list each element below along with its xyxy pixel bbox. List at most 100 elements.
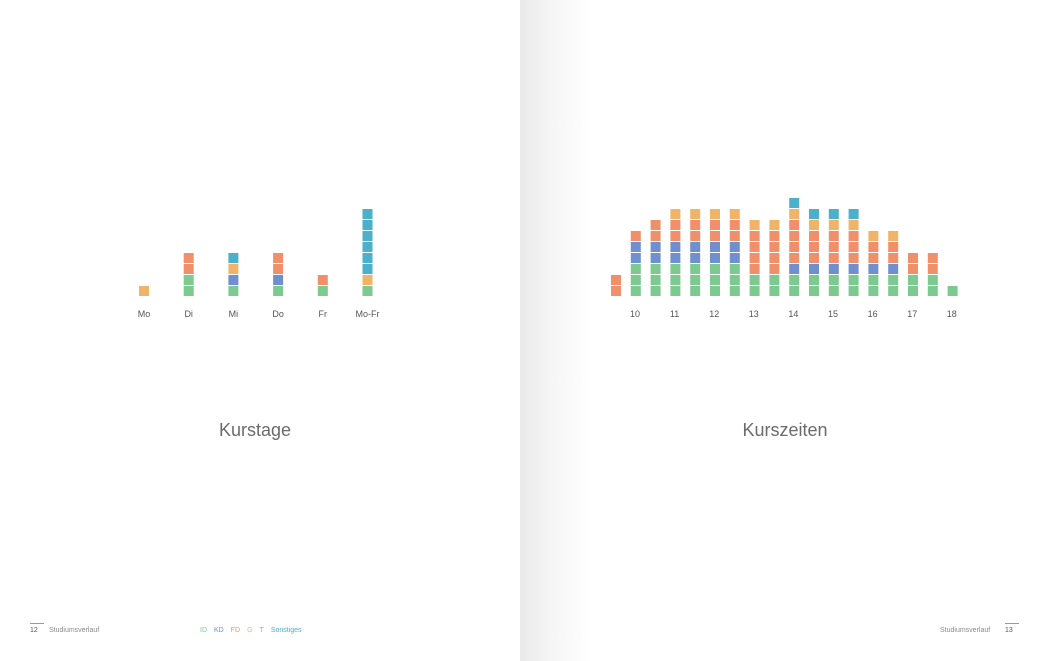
kurszeiten-block-11-2 bbox=[828, 264, 839, 274]
kurszeiten-block-15-1 bbox=[908, 275, 918, 285]
kurstage-block-5-6 bbox=[362, 220, 373, 230]
kurstage-block-5-4 bbox=[362, 242, 373, 252]
kurszeiten-block-5-4 bbox=[710, 242, 720, 252]
left-section-label: Studiumsverlauf bbox=[49, 627, 100, 634]
kurszeiten-block-9-0 bbox=[789, 286, 800, 296]
kurstage-block-3-0 bbox=[273, 286, 284, 296]
kurszeiten-tick-7: 17 bbox=[907, 309, 917, 319]
kurszeiten-block-6-2 bbox=[729, 264, 740, 274]
kurszeiten-block-14-1 bbox=[888, 275, 899, 285]
kurstage-block-2-2 bbox=[228, 264, 239, 274]
kurszeiten-block-9-2 bbox=[789, 264, 800, 274]
kurszeiten-block-3-4 bbox=[670, 242, 681, 252]
kurszeiten-block-9-5 bbox=[789, 231, 800, 241]
kurszeiten-block-12-6 bbox=[848, 220, 859, 230]
kurstage-block-5-2 bbox=[362, 264, 373, 274]
kurszeiten-block-16-3 bbox=[927, 253, 938, 263]
kurszeiten-block-11-0 bbox=[828, 286, 839, 296]
kurszeiten-block-4-1 bbox=[690, 275, 701, 285]
kurstage-block-1-3 bbox=[183, 253, 194, 263]
kurstage-block-5-3 bbox=[362, 253, 373, 263]
kurstage-block-1-1 bbox=[183, 275, 194, 285]
kurszeiten-block-7-5 bbox=[749, 231, 760, 241]
kurszeiten-block-4-0 bbox=[690, 286, 701, 296]
kurszeiten-block-10-5 bbox=[809, 231, 819, 241]
kurstage-tick-4: Fr bbox=[319, 309, 328, 319]
kurszeiten-block-12-0 bbox=[848, 286, 859, 296]
kurszeiten-block-14-0 bbox=[888, 286, 899, 296]
kurszeiten-block-12-4 bbox=[848, 242, 859, 252]
kurszeiten-block-0-1 bbox=[611, 275, 621, 285]
kurstage-tick-0: Mo bbox=[138, 309, 151, 319]
kurszeiten-tick-6: 16 bbox=[868, 309, 878, 319]
kurszeiten-block-2-2 bbox=[650, 264, 661, 274]
kurszeiten-block-10-4 bbox=[809, 242, 819, 252]
kurszeiten-tick-1: 11 bbox=[670, 309, 679, 319]
kurszeiten-block-16-2 bbox=[927, 264, 938, 274]
kurszeiten-block-8-2 bbox=[769, 264, 780, 274]
kurszeiten-block-5-0 bbox=[710, 286, 720, 296]
kurszeiten-tick-0: 10 bbox=[630, 309, 640, 319]
right-section-label: Studiumsverlauf bbox=[940, 627, 991, 634]
kurszeiten-tick-8: 18 bbox=[947, 309, 957, 319]
kurszeiten-block-11-6 bbox=[828, 220, 839, 230]
kurszeiten-block-5-5 bbox=[710, 231, 720, 241]
kurszeiten-tick-4: 14 bbox=[788, 309, 798, 319]
kurszeiten-block-7-1 bbox=[749, 275, 760, 285]
kurszeiten-block-17-0 bbox=[947, 286, 958, 296]
kurszeiten-block-14-3 bbox=[888, 253, 899, 263]
kurszeiten-block-14-4 bbox=[888, 242, 899, 252]
kurstage-block-5-5 bbox=[362, 231, 373, 241]
kurszeiten-block-12-2 bbox=[848, 264, 859, 274]
legend-item-fd: FD bbox=[230, 627, 241, 634]
kurszeiten-block-6-4 bbox=[729, 242, 740, 252]
kurszeiten-block-8-4 bbox=[769, 242, 780, 252]
kurszeiten-tick-5: 15 bbox=[828, 309, 838, 319]
kurszeiten-block-3-0 bbox=[670, 286, 681, 296]
kurszeiten-block-12-5 bbox=[848, 231, 859, 241]
legend: ID KD FD G T Sonstiges bbox=[200, 627, 302, 634]
kurszeiten-block-2-1 bbox=[650, 275, 661, 285]
kurszeiten-block-8-6 bbox=[769, 220, 780, 230]
kurszeiten-block-10-2 bbox=[809, 264, 819, 274]
kurszeiten-block-1-3 bbox=[630, 253, 641, 263]
kurszeiten-block-6-6 bbox=[729, 220, 740, 230]
kurszeiten-block-2-4 bbox=[650, 242, 661, 252]
kurszeiten-block-4-3 bbox=[690, 253, 701, 263]
right-page-number: 13 bbox=[1005, 623, 1019, 634]
kurstage-block-5-0 bbox=[362, 286, 373, 296]
kurstage-block-3-3 bbox=[273, 253, 284, 263]
kurszeiten-block-6-5 bbox=[729, 231, 740, 241]
kurszeiten-block-12-3 bbox=[848, 253, 859, 263]
kurszeiten-tick-2: 12 bbox=[709, 309, 719, 319]
kurszeiten-block-5-3 bbox=[710, 253, 720, 263]
kurstage-block-3-1 bbox=[273, 275, 284, 285]
kurszeiten-block-9-6 bbox=[789, 220, 800, 230]
kurszeiten-block-9-1 bbox=[789, 275, 800, 285]
kurszeiten-block-9-8 bbox=[789, 198, 800, 208]
kurszeiten-block-10-6 bbox=[809, 220, 819, 230]
kurszeiten-block-2-6 bbox=[650, 220, 661, 230]
kurstage-block-2-3 bbox=[228, 253, 239, 263]
kurszeiten-block-16-1 bbox=[927, 275, 938, 285]
kurszeiten-block-6-1 bbox=[729, 275, 740, 285]
kurszeiten-block-8-1 bbox=[769, 275, 780, 285]
kurszeiten-block-10-1 bbox=[809, 275, 819, 285]
kurszeiten-block-15-2 bbox=[908, 264, 918, 274]
kurstage-block-5-1 bbox=[362, 275, 373, 285]
kurstage-block-0-0 bbox=[139, 286, 149, 296]
legend-item-t: T bbox=[259, 627, 264, 634]
kurszeiten-block-3-2 bbox=[670, 264, 681, 274]
kurszeiten-block-8-3 bbox=[769, 253, 780, 263]
left-page bbox=[0, 0, 520, 661]
kurszeiten-block-1-0 bbox=[630, 286, 641, 296]
kurszeiten-block-9-7 bbox=[789, 209, 800, 219]
kurszeiten-block-1-2 bbox=[630, 264, 641, 274]
left-page-number: 12 bbox=[30, 623, 44, 634]
kurszeiten-block-12-7 bbox=[848, 209, 859, 219]
kurszeiten-block-10-7 bbox=[809, 209, 819, 219]
kurszeiten-block-6-0 bbox=[729, 286, 740, 296]
kurszeiten-block-13-3 bbox=[868, 253, 879, 263]
kurszeiten-block-7-0 bbox=[749, 286, 760, 296]
kurszeiten-block-6-7 bbox=[729, 209, 740, 219]
